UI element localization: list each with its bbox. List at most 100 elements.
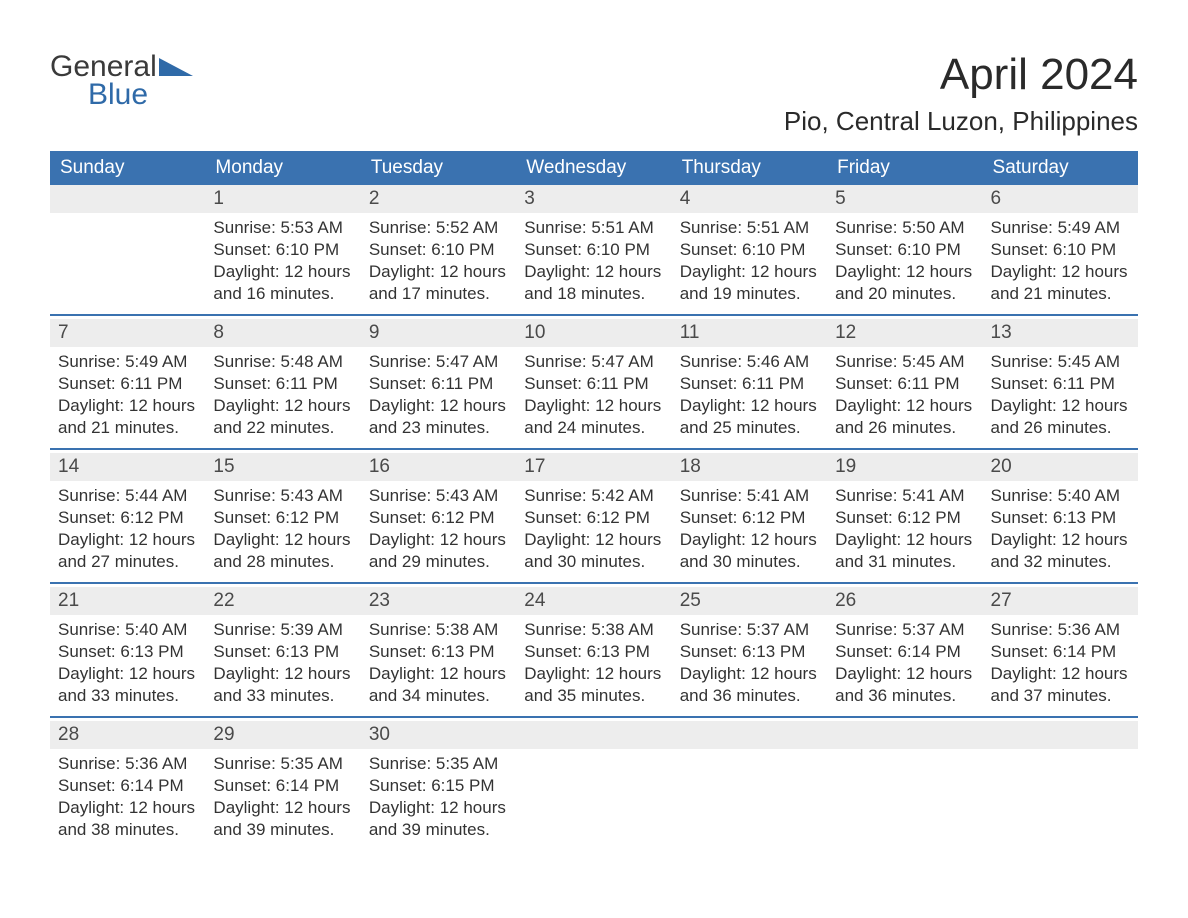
calendar-cell: 20Sunrise: 5:40 AMSunset: 6:13 PMDayligh… bbox=[983, 453, 1138, 583]
day-data: Sunrise: 5:37 AMSunset: 6:14 PMDaylight:… bbox=[827, 615, 982, 707]
calendar-cell bbox=[983, 721, 1138, 851]
sunset-text: Sunset: 6:15 PM bbox=[369, 775, 508, 797]
day-data: Sunrise: 5:51 AMSunset: 6:10 PMDaylight:… bbox=[516, 213, 671, 305]
dayhdr-sun: Sunday bbox=[50, 151, 205, 185]
daylight-text: Daylight: 12 hours and 39 minutes. bbox=[213, 797, 352, 841]
daylight-text: Daylight: 12 hours and 34 minutes. bbox=[369, 663, 508, 707]
day-number: 3 bbox=[516, 185, 671, 213]
sunset-text: Sunset: 6:10 PM bbox=[213, 239, 352, 261]
calendar-cell bbox=[827, 721, 982, 851]
calendar-cell: 26Sunrise: 5:37 AMSunset: 6:14 PMDayligh… bbox=[827, 587, 982, 717]
sunset-text: Sunset: 6:10 PM bbox=[991, 239, 1130, 261]
sunset-text: Sunset: 6:14 PM bbox=[835, 641, 974, 663]
calendar-cell: 7Sunrise: 5:49 AMSunset: 6:11 PMDaylight… bbox=[50, 319, 205, 449]
sunset-text: Sunset: 6:13 PM bbox=[369, 641, 508, 663]
day-data: Sunrise: 5:40 AMSunset: 6:13 PMDaylight:… bbox=[983, 481, 1138, 573]
day-data: Sunrise: 5:48 AMSunset: 6:11 PMDaylight:… bbox=[205, 347, 360, 439]
sunrise-text: Sunrise: 5:43 AM bbox=[369, 485, 508, 507]
calendar-cell: 22Sunrise: 5:39 AMSunset: 6:13 PMDayligh… bbox=[205, 587, 360, 717]
dayhdr-fri: Friday bbox=[827, 151, 982, 185]
sunrise-text: Sunrise: 5:48 AM bbox=[213, 351, 352, 373]
day-number: 24 bbox=[516, 587, 671, 615]
day-data: Sunrise: 5:41 AMSunset: 6:12 PMDaylight:… bbox=[672, 481, 827, 573]
day-number: 1 bbox=[205, 185, 360, 213]
day-data: Sunrise: 5:44 AMSunset: 6:12 PMDaylight:… bbox=[50, 481, 205, 573]
calendar-cell: 6Sunrise: 5:49 AMSunset: 6:10 PMDaylight… bbox=[983, 185, 1138, 315]
sunset-text: Sunset: 6:10 PM bbox=[369, 239, 508, 261]
calendar-cell: 25Sunrise: 5:37 AMSunset: 6:13 PMDayligh… bbox=[672, 587, 827, 717]
sunset-text: Sunset: 6:10 PM bbox=[524, 239, 663, 261]
sunrise-text: Sunrise: 5:41 AM bbox=[835, 485, 974, 507]
calendar-cell: 5Sunrise: 5:50 AMSunset: 6:10 PMDaylight… bbox=[827, 185, 982, 315]
daylight-text: Daylight: 12 hours and 38 minutes. bbox=[58, 797, 197, 841]
daylight-text: Daylight: 12 hours and 25 minutes. bbox=[680, 395, 819, 439]
sunrise-text: Sunrise: 5:52 AM bbox=[369, 217, 508, 239]
day-number: 17 bbox=[516, 453, 671, 481]
title-block: April 2024 Pio, Central Luzon, Philippin… bbox=[784, 50, 1138, 137]
day-number: 28 bbox=[50, 721, 205, 749]
sunrise-text: Sunrise: 5:38 AM bbox=[524, 619, 663, 641]
daylight-text: Daylight: 12 hours and 35 minutes. bbox=[524, 663, 663, 707]
day-number: 21 bbox=[50, 587, 205, 615]
calendar-cell: 4Sunrise: 5:51 AMSunset: 6:10 PMDaylight… bbox=[672, 185, 827, 315]
sunrise-text: Sunrise: 5:49 AM bbox=[58, 351, 197, 373]
sunrise-text: Sunrise: 5:45 AM bbox=[835, 351, 974, 373]
calendar-cell: 17Sunrise: 5:42 AMSunset: 6:12 PMDayligh… bbox=[516, 453, 671, 583]
day-data: Sunrise: 5:40 AMSunset: 6:13 PMDaylight:… bbox=[50, 615, 205, 707]
sunrise-text: Sunrise: 5:37 AM bbox=[680, 619, 819, 641]
sunrise-text: Sunrise: 5:40 AM bbox=[58, 619, 197, 641]
day-data: Sunrise: 5:36 AMSunset: 6:14 PMDaylight:… bbox=[50, 749, 205, 841]
sunrise-text: Sunrise: 5:51 AM bbox=[680, 217, 819, 239]
calendar-week: 14Sunrise: 5:44 AMSunset: 6:12 PMDayligh… bbox=[50, 453, 1138, 583]
calendar-cell: 15Sunrise: 5:43 AMSunset: 6:12 PMDayligh… bbox=[205, 453, 360, 583]
day-number-empty bbox=[672, 721, 827, 749]
day-number: 27 bbox=[983, 587, 1138, 615]
daylight-text: Daylight: 12 hours and 21 minutes. bbox=[58, 395, 197, 439]
sunset-text: Sunset: 6:12 PM bbox=[524, 507, 663, 529]
daylight-text: Daylight: 12 hours and 37 minutes. bbox=[991, 663, 1130, 707]
day-number: 8 bbox=[205, 319, 360, 347]
calendar-cell bbox=[50, 185, 205, 315]
sunset-text: Sunset: 6:14 PM bbox=[58, 775, 197, 797]
sunrise-text: Sunrise: 5:39 AM bbox=[213, 619, 352, 641]
sunset-text: Sunset: 6:13 PM bbox=[213, 641, 352, 663]
day-data: Sunrise: 5:45 AMSunset: 6:11 PMDaylight:… bbox=[827, 347, 982, 439]
calendar-cell: 28Sunrise: 5:36 AMSunset: 6:14 PMDayligh… bbox=[50, 721, 205, 851]
day-number: 2 bbox=[361, 185, 516, 213]
sunrise-text: Sunrise: 5:36 AM bbox=[991, 619, 1130, 641]
calendar-cell: 21Sunrise: 5:40 AMSunset: 6:13 PMDayligh… bbox=[50, 587, 205, 717]
daylight-text: Daylight: 12 hours and 32 minutes. bbox=[991, 529, 1130, 573]
daylight-text: Daylight: 12 hours and 27 minutes. bbox=[58, 529, 197, 573]
daylight-text: Daylight: 12 hours and 29 minutes. bbox=[369, 529, 508, 573]
day-data: Sunrise: 5:38 AMSunset: 6:13 PMDaylight:… bbox=[516, 615, 671, 707]
day-number: 4 bbox=[672, 185, 827, 213]
calendar-cell: 12Sunrise: 5:45 AMSunset: 6:11 PMDayligh… bbox=[827, 319, 982, 449]
day-number: 19 bbox=[827, 453, 982, 481]
calendar-cell: 3Sunrise: 5:51 AMSunset: 6:10 PMDaylight… bbox=[516, 185, 671, 315]
day-data: Sunrise: 5:47 AMSunset: 6:11 PMDaylight:… bbox=[361, 347, 516, 439]
day-data: Sunrise: 5:43 AMSunset: 6:12 PMDaylight:… bbox=[361, 481, 516, 573]
daylight-text: Daylight: 12 hours and 28 minutes. bbox=[213, 529, 352, 573]
day-number-empty bbox=[827, 721, 982, 749]
sunset-text: Sunset: 6:13 PM bbox=[991, 507, 1130, 529]
daylight-text: Daylight: 12 hours and 33 minutes. bbox=[213, 663, 352, 707]
daylight-text: Daylight: 12 hours and 31 minutes. bbox=[835, 529, 974, 573]
day-data: Sunrise: 5:37 AMSunset: 6:13 PMDaylight:… bbox=[672, 615, 827, 707]
daylight-text: Daylight: 12 hours and 30 minutes. bbox=[680, 529, 819, 573]
sunset-text: Sunset: 6:11 PM bbox=[524, 373, 663, 395]
day-data: Sunrise: 5:52 AMSunset: 6:10 PMDaylight:… bbox=[361, 213, 516, 305]
calendar-week: 21Sunrise: 5:40 AMSunset: 6:13 PMDayligh… bbox=[50, 587, 1138, 717]
sunrise-text: Sunrise: 5:35 AM bbox=[213, 753, 352, 775]
calendar-cell: 13Sunrise: 5:45 AMSunset: 6:11 PMDayligh… bbox=[983, 319, 1138, 449]
day-data: Sunrise: 5:36 AMSunset: 6:14 PMDaylight:… bbox=[983, 615, 1138, 707]
day-number: 18 bbox=[672, 453, 827, 481]
day-number: 6 bbox=[983, 185, 1138, 213]
sunset-text: Sunset: 6:12 PM bbox=[835, 507, 974, 529]
sunset-text: Sunset: 6:11 PM bbox=[991, 373, 1130, 395]
sunrise-text: Sunrise: 5:36 AM bbox=[58, 753, 197, 775]
daylight-text: Daylight: 12 hours and 21 minutes. bbox=[991, 261, 1130, 305]
day-number: 30 bbox=[361, 721, 516, 749]
sunrise-text: Sunrise: 5:45 AM bbox=[991, 351, 1130, 373]
day-number: 16 bbox=[361, 453, 516, 481]
sunset-text: Sunset: 6:14 PM bbox=[213, 775, 352, 797]
